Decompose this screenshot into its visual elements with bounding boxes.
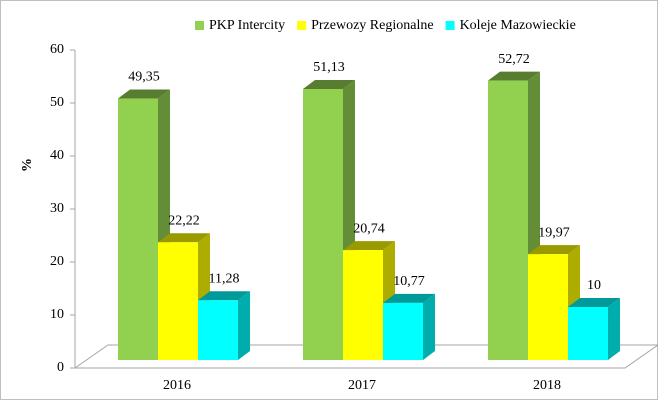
bar [158,233,210,360]
data-label: 49,35 [128,70,160,85]
bar-top [528,245,580,255]
bar [568,298,620,360]
y-tick-label: 40 [50,148,64,163]
bar [383,293,435,360]
bar [488,71,540,361]
y-tick-label: 10 [50,307,64,322]
legend-label: Koleje Mazowieckie [460,18,576,33]
bar-top [383,293,435,303]
data-label: 10 [587,278,601,293]
bar-side [608,298,620,360]
y-tick-label: 50 [50,95,64,110]
bar-side [238,291,250,360]
y-tick-label: 20 [50,254,64,269]
bar-front [118,98,158,360]
data-label: 52,72 [498,52,530,67]
legend-label: Przewozy Regionalne [311,18,433,33]
data-label: 19,97 [538,225,570,240]
y-tick-label: 60 [50,42,64,57]
bar-front [303,89,343,361]
legend-swatch [297,21,307,30]
bar-top [568,298,620,307]
data-label: 20,74 [353,221,385,236]
y-tick-label: 30 [50,201,64,216]
bar-top [303,80,355,90]
x-tick-label: 2017 [348,378,376,393]
bar-front [343,250,383,360]
bar-side [423,293,435,360]
bar-front [528,254,568,360]
legend-swatch [195,21,204,30]
bar [198,291,250,360]
bar-front [158,242,198,360]
y-tick-label: 0 [57,360,64,375]
bar-top [158,233,210,243]
x-tick-label: 2016 [163,378,191,393]
legend-swatch [445,21,455,30]
bar-front [488,80,528,361]
bar-top [118,89,170,99]
bar-front [383,302,423,360]
data-label: 11,28 [209,271,240,286]
data-label: 51,13 [313,60,345,75]
bar-front [568,307,608,360]
data-label: 22,22 [168,213,200,228]
legend-label: PKP Intercity [209,18,285,33]
bar-top [488,71,540,81]
data-label: 10,77 [393,274,425,289]
bar-top [343,241,395,251]
bar-front [198,300,238,360]
x-tick-label: 2018 [533,378,561,393]
y-axis-label: % [20,158,35,172]
bar-top [198,291,250,301]
bar [118,89,170,360]
floor [73,344,658,369]
